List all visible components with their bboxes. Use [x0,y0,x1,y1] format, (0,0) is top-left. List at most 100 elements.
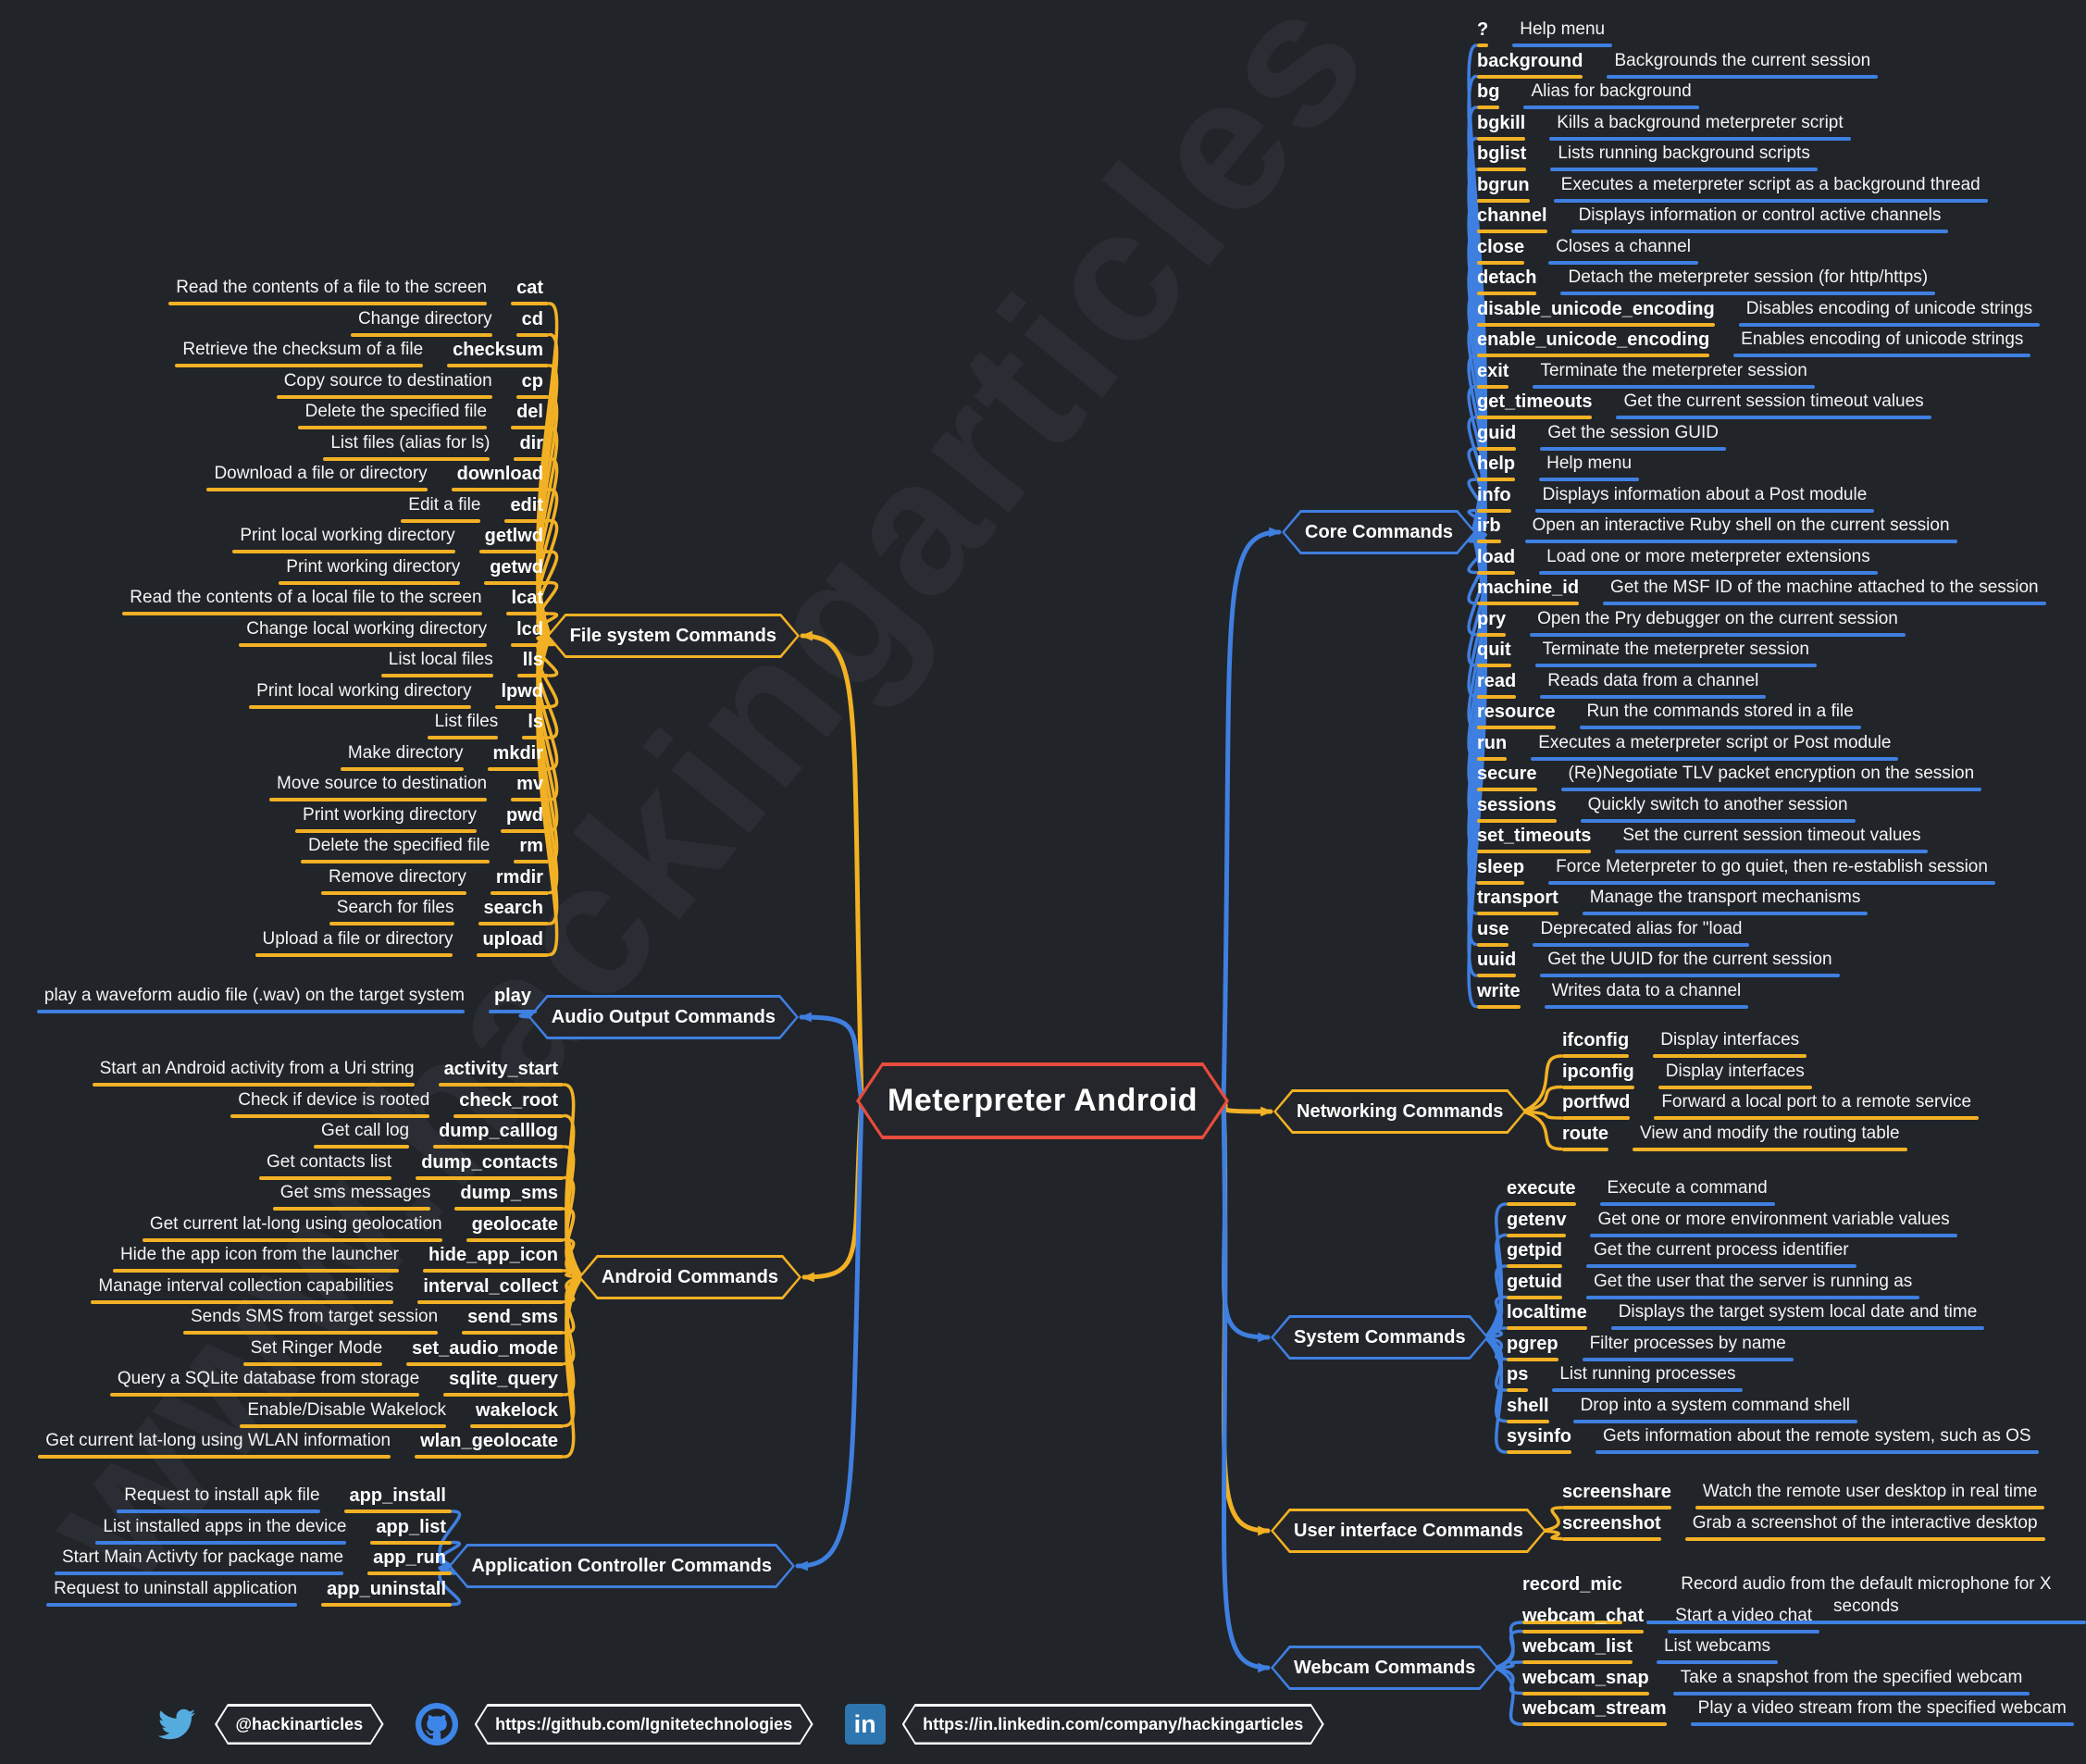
underline-bar [239,642,488,647]
underline-bar [38,1455,391,1459]
underline-bar [515,394,549,399]
command-description: Hide the app icon from the launcher [119,1245,399,1264]
command-description: Get the MSF ID of the machine attached t… [1610,578,2039,597]
underline-bar [1477,508,1511,513]
underline-bar [300,860,490,863]
command-description: Print working directory [286,556,461,577]
linkedin-link-badge[interactable]: https://in.linkedin.com/company/hackinga… [902,1704,1324,1745]
github-icon[interactable] [415,1703,458,1745]
underline-bar [240,1423,447,1428]
underline-bar [1507,1264,1562,1268]
command-name: record_mic [1522,1574,1622,1595]
command-name: edit [510,494,543,516]
command-name: quit [1477,640,1511,660]
underline-bar [54,1571,344,1575]
command-description: Record audio from the default microphone… [1681,1574,2052,1616]
underline-bar [249,704,472,709]
command-leaf: Hide the app icon from the launcher hide_… [112,1244,564,1273]
underline-bar [451,488,549,491]
branch-leaves-networking: ifconfig Display interfaces ipconfig Displa… [1562,1029,1980,1153]
underline-bar [1477,664,1511,667]
command-name: del [516,402,543,422]
underline-bar [295,828,477,833]
command-leaf: execute Execute a command [1507,1177,1775,1206]
command-description: Request to uninstall application [54,1578,298,1598]
underline-bar [1477,602,1580,605]
underline-bar [1653,1054,1807,1058]
command-leaf: Make directory mkdir [340,742,549,771]
command-description: Delete the specified file [304,402,488,421]
twitter-handle-badge[interactable]: @hackinarticles [215,1704,384,1745]
underline-bar [427,736,499,739]
underline-bar [1607,74,1879,79]
underline-bar [1477,106,1500,109]
command-name: ipconfig [1562,1061,1634,1082]
command-description: Drop into a system command shell [1580,1395,1851,1415]
command-leaf: screenshare Watch the remote user desktop… [1562,1481,2045,1509]
command-name: app_run [373,1547,446,1568]
linkedin-icon[interactable]: in [844,1704,886,1745]
command-name: pgrep [1507,1333,1558,1354]
twitter-icon[interactable] [155,1706,198,1743]
underline-bar [1477,74,1583,79]
branch-leaves-application-controller: Request to install apk file app_install Li… [46,1484,452,1609]
underline-bar [1656,1660,1779,1664]
command-description: Enable/Disable Wakelock [247,1399,447,1420]
command-name: screenshot [1562,1512,1661,1534]
command-leaf: List installed apps in the device app_lis… [95,1516,452,1545]
command-name: localtime [1507,1302,1587,1323]
command-name: lcat [511,588,543,608]
command-description: Manage interval collection capabilities [98,1275,394,1296]
command-name: background [1477,50,1583,71]
command-description: Detach the meterpreter session (for http… [1568,267,1929,287]
command-leaf: ipconfig Display interfaces [1562,1061,1812,1089]
command-description: Check if device is rooted [238,1089,430,1110]
underline-bar [1477,974,1517,977]
command-description: View and modify the routing table [1640,1123,1900,1143]
command-description: Load one or more meterpreter extensions [1546,546,1870,566]
underline-bar [350,332,492,337]
command-name: transport [1477,888,1558,908]
underline-bar [1544,1004,1749,1009]
command-leaf: route View and modify the routing table [1562,1123,1907,1151]
command-name: getuid [1507,1271,1562,1292]
command-description: Terminate the meterpreter session [1540,360,1807,380]
underline-bar [470,1423,564,1428]
branch-leaves-audio-output: play a waveform audio file (.wav) on the… [36,985,537,1016]
github-link-badge[interactable]: https://github.com/Ignitetechnologies [475,1704,813,1745]
underline-bar [272,1207,431,1211]
command-leaf: Change directory cd [350,308,549,337]
command-name: channel [1477,205,1547,226]
command-leaf: record_mic Record audio from the default … [1522,1573,2086,1624]
command-description: Remove directory [328,866,466,887]
underline-bar [1522,1660,1633,1664]
underline-bar [1690,1722,2074,1726]
command-description: Display interfaces [1665,1061,1805,1081]
command-leaf: Get current lat-long using WLAN informat… [38,1430,564,1459]
underline-bar [1507,1233,1567,1237]
branch-leaves-core: ? Help menu background Backgrounds the curr… [1477,19,2046,1011]
branch-leaves-file-system: Read the contents of a file to the scree… [122,277,549,959]
command-leaf: Check if device is rooted check_root [230,1089,564,1118]
underline-bar [1477,168,1527,171]
underline-bar [1580,818,1856,823]
underline-bar [1477,198,1530,203]
command-description: Search for files [336,898,454,917]
command-description: Displays information about a Post module [1542,484,1868,504]
command-description: Print local working directory [240,526,455,545]
underline-bar [1523,106,1699,109]
github-link: https://github.com/Ignitetechnologies [495,1714,793,1733]
underline-bar [1596,1450,2039,1454]
command-description: Change directory [357,308,492,329]
command-name: dump_calllog [439,1121,558,1141]
command-leaf: read Reads data from a channel [1477,670,1767,699]
underline-bar [232,550,455,553]
command-description: Gets information about the remote system… [1603,1426,2031,1446]
category-label: Webcam Commands [1294,1658,1476,1678]
command-leaf: sysinfo Gets information about the remote… [1507,1425,2039,1454]
linkedin-link: https://in.linkedin.com/company/hackinga… [923,1714,1304,1733]
command-leaf: getenv Get one or more environment variab… [1507,1209,1957,1237]
command-description: Terminate the meterpreter session [1542,640,1809,659]
command-description: Reads data from a channel [1547,670,1759,690]
command-name: mv [516,774,543,794]
